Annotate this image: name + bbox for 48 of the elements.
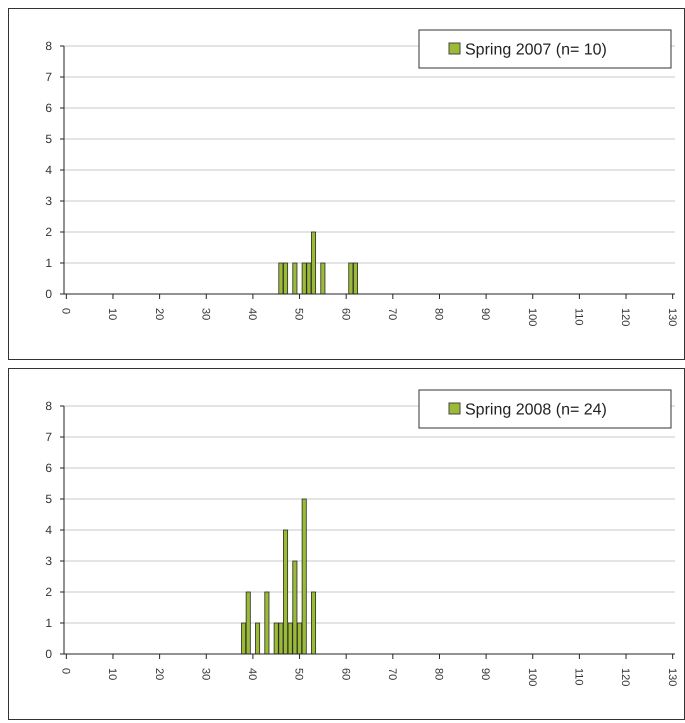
x-tick-label: 60 (339, 668, 352, 680)
y-tick-label: 2 (45, 585, 52, 600)
x-tick-label: 0 (59, 668, 72, 674)
x-tick-label: 120 (619, 308, 632, 326)
x-tick-label: 10 (106, 668, 118, 680)
x-tick-label: 100 (526, 308, 538, 326)
y-tick-label: 0 (45, 287, 52, 302)
y-tick-label: 6 (45, 101, 52, 116)
x-tick-label: 110 (572, 308, 585, 326)
x-tick-label: 10 (106, 308, 118, 320)
x-tick-label: 70 (386, 668, 398, 680)
y-tick-label: 7 (45, 70, 52, 84)
x-tick-label: 130 (666, 308, 678, 326)
y-tick-label: 4 (45, 523, 52, 538)
x-tick-label: 30 (199, 308, 212, 320)
x-tick-label: 20 (152, 668, 165, 680)
y-tick-label: 3 (45, 194, 52, 208)
x-tick-label: 50 (292, 308, 305, 320)
x-tick-label: 130 (666, 668, 678, 686)
x-tick-label: 0 (59, 308, 72, 314)
x-tick-label: 30 (199, 668, 212, 680)
x-tick-label: 60 (339, 308, 352, 320)
y-tick-label: 8 (45, 399, 52, 414)
legend-label: Spring 2008 (n= 24) (465, 402, 607, 419)
x-tick-label: 80 (432, 308, 445, 320)
x-tick-label: 90 (479, 668, 492, 680)
y-tick-label: 8 (45, 39, 52, 54)
x-tick-label: 40 (246, 668, 258, 680)
x-tick-label: 40 (246, 308, 258, 320)
x-tick-label: 50 (292, 668, 305, 680)
x-tick-label: 90 (479, 308, 492, 320)
x-tick-label: 120 (619, 668, 632, 686)
y-tick-label: 6 (45, 461, 52, 476)
y-tick-label: 4 (45, 163, 52, 178)
y-tick-label: 5 (45, 132, 52, 146)
y-tick-label: 5 (45, 492, 52, 506)
y-tick-label: 1 (45, 256, 52, 270)
x-tick-label: 100 (526, 668, 538, 686)
x-tick-label: 110 (572, 668, 585, 686)
y-tick-label: 7 (45, 430, 52, 444)
y-tick-label: 3 (45, 554, 52, 568)
legend-label: Spring 2007 (n= 10) (465, 42, 607, 59)
x-tick-label: 70 (386, 308, 398, 320)
x-tick-label: 80 (432, 668, 445, 680)
y-tick-label: 0 (45, 647, 52, 662)
y-tick-label: 1 (45, 616, 52, 630)
x-tick-label: 20 (152, 308, 165, 320)
y-tick-label: 2 (45, 225, 52, 240)
